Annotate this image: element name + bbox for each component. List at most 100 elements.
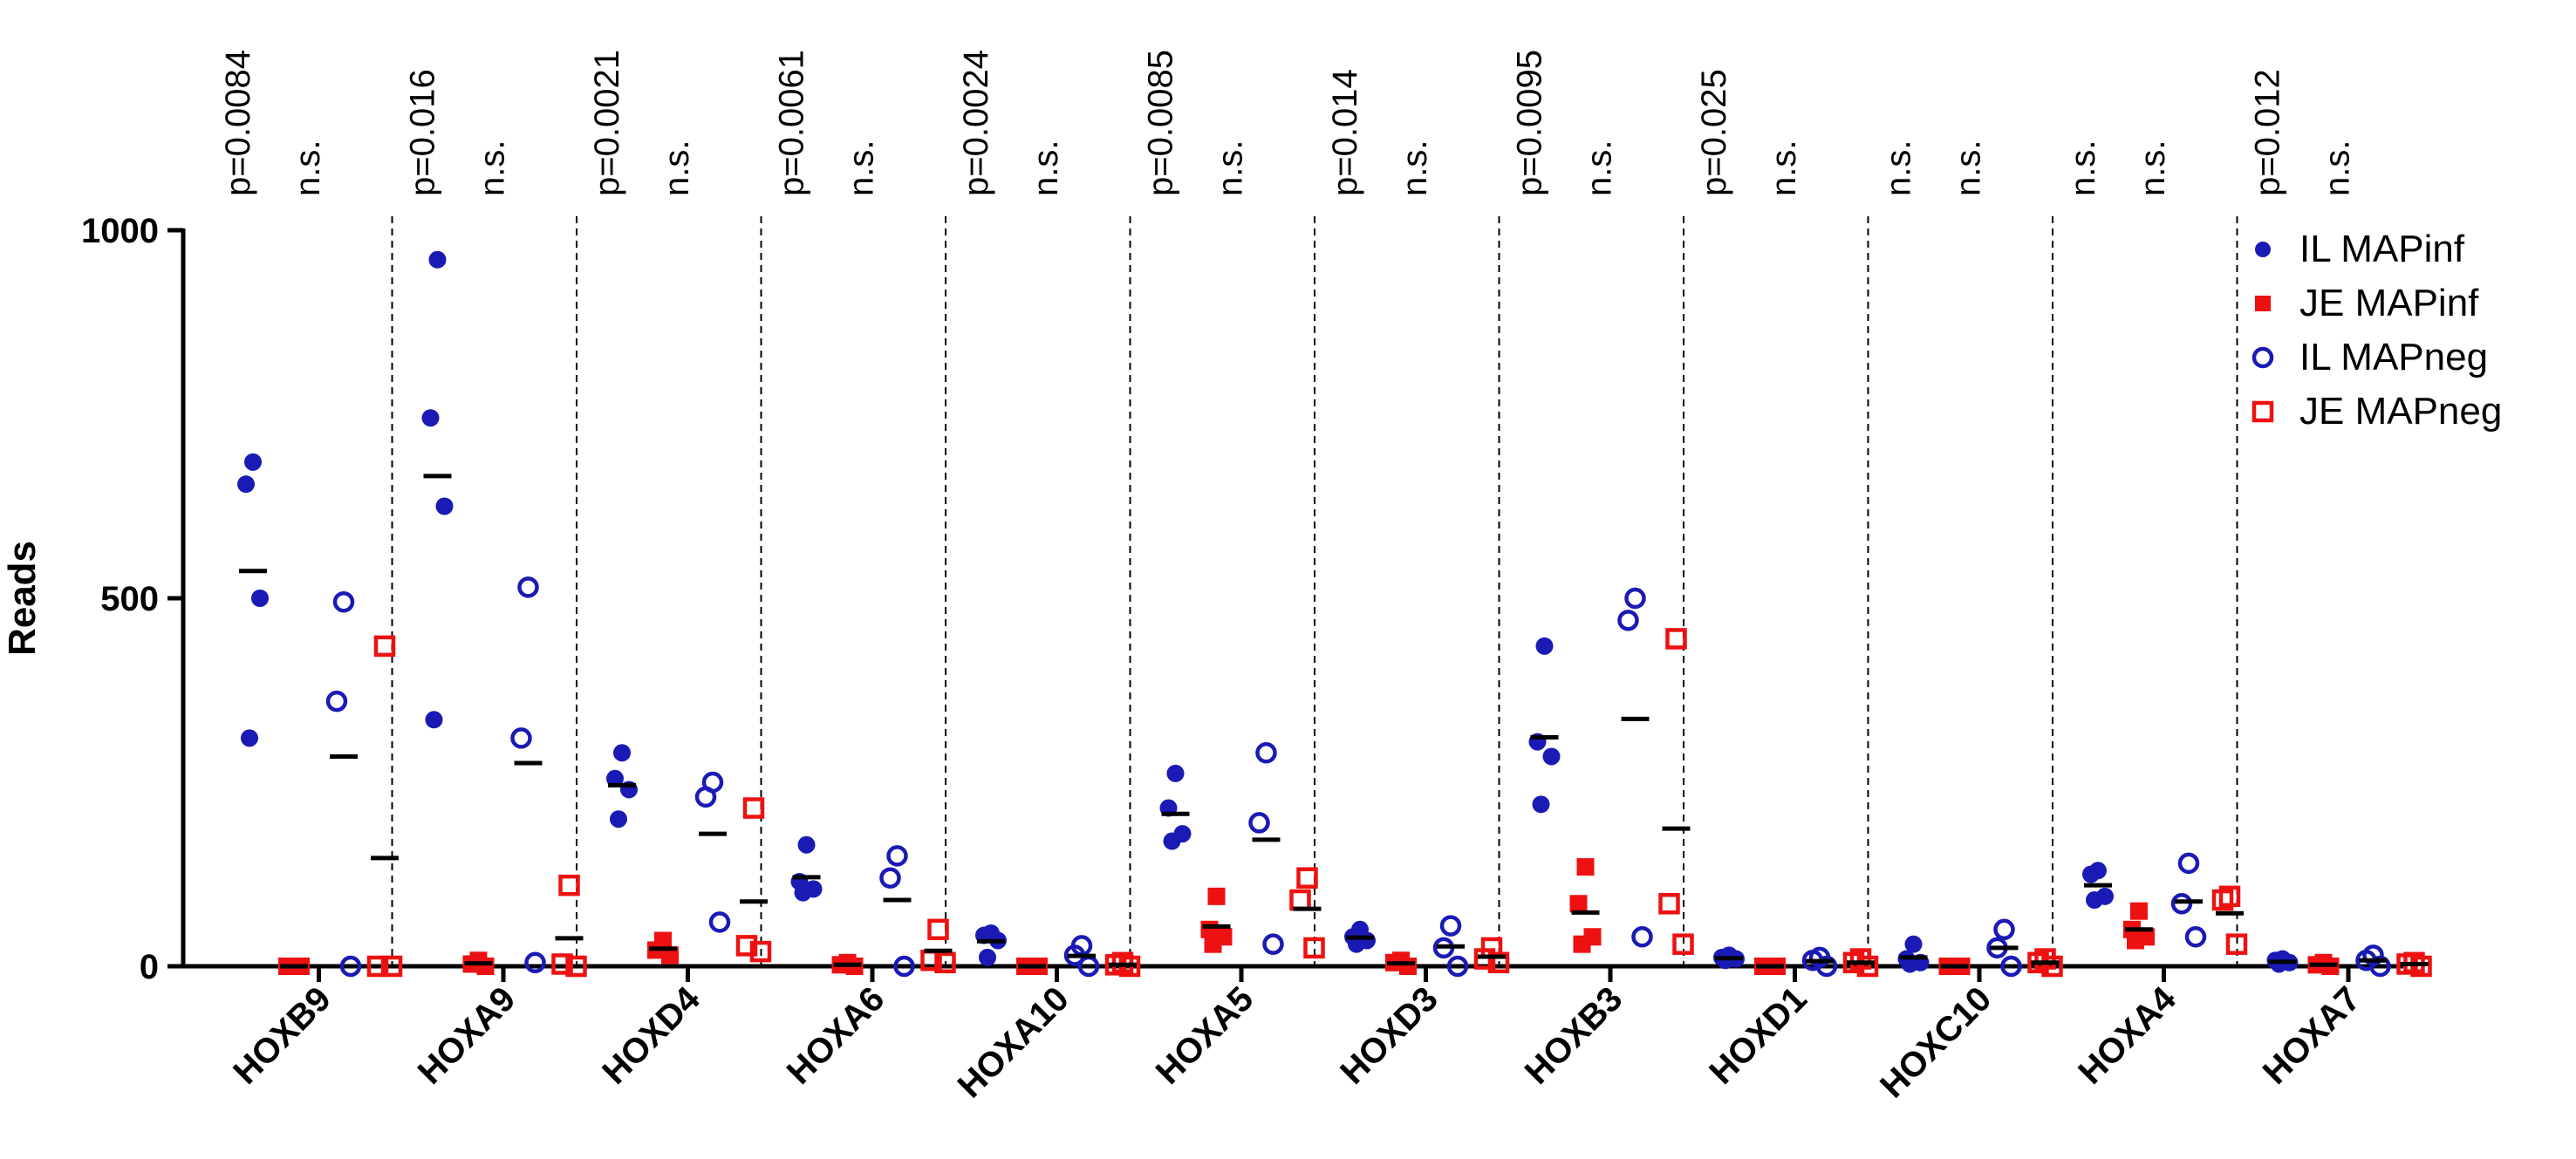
point-il-mapinf [606,769,624,787]
axes: 0 500 1000 Reads [1,212,2403,986]
point-il-mapinf [1166,764,1185,782]
point-il-mapinf [435,497,454,515]
point-il-mapinf [237,475,255,494]
labels: HOXB9 p=0.0084 n.s. HOXA9 p=0.016 n.s. HOXD4 p=… [219,50,2368,1105]
point-il-mapinf [1904,935,1923,953]
point-il-mapinf [797,835,816,854]
point-je-mapneg [742,797,765,819]
point-il-mapinf [1901,955,1919,973]
point-il-mapneg [2369,955,2391,978]
point-il-mapneg [1993,918,2015,941]
p-value-inf: n.s. [2064,140,2102,196]
y-tick-label: 500 [100,580,159,618]
point-il-mapneg [1446,955,1469,978]
point-il-mapneg [1815,955,1838,978]
x-tick-label: HOXA9 [411,979,523,1092]
point-il-mapinf [1535,637,1554,655]
point-je-mapinf [1204,935,1222,953]
point-il-mapneg [893,955,915,978]
point-il-mapinf [241,729,258,747]
point-il-mapinf [1542,747,1561,766]
point-je-mapinf [1569,895,1588,913]
point-je-mapneg [927,918,949,941]
point-il-mapneg [1617,610,1639,631]
x-tick-label: HOXD1 [1702,979,1814,1092]
point-je-mapinf [2130,902,2148,920]
p-value-neg: n.s. [1396,140,1434,196]
point-il-mapneg [332,590,355,613]
point-je-mapneg [735,935,758,957]
point-il-mapinf [794,883,812,902]
point-je-mapinf [661,946,679,965]
p-value-neg: n.s. [1765,140,1803,196]
p-value-neg: n.s. [1581,140,1619,196]
point-il-mapneg [1631,925,1653,948]
legend-label: IL MAPinf [2299,228,2465,270]
y-tick-label: 0 [140,948,159,986]
point-il-mapneg [2184,925,2207,948]
point-il-mapinf [1717,951,1734,970]
legend-label: IL MAPneg [2299,336,2488,378]
p-value-inf: p=0.0021 [588,50,626,196]
legend-label: JE MAPneg [2299,390,2502,433]
point-il-mapneg [1439,915,1462,937]
x-tick-label: HOXB3 [1518,979,1630,1092]
point-il-mapneg [339,955,362,978]
point-je-mapneg [366,955,389,978]
x-tick-label: HOXA5 [1149,979,1261,1092]
point-je-mapneg [1487,951,1510,974]
p-value-inf: p=0.016 [404,69,442,196]
point-je-mapinf [1207,887,1226,905]
legend-marker-je-mapinf [2255,296,2271,311]
point-il-mapinf [421,409,440,427]
x-tick-label: HOXD4 [595,979,707,1092]
point-il-mapneg [2170,893,2193,915]
point-il-mapinf [2086,891,2103,910]
legend-marker-il-mapneg [2251,346,2274,369]
p-value-inf: p=0.0061 [773,50,811,196]
x-tick-label: HOXD3 [1333,979,1445,1092]
point-je-mapneg [2410,955,2432,978]
p-value-neg: n.s. [1027,140,1065,196]
p-value-inf: n.s. [1880,140,1918,196]
point-je-mapneg [1665,628,1687,650]
point-il-mapneg [694,786,717,808]
mean-markers [239,474,2429,969]
point-il-mapinf [1163,832,1181,850]
p-value-neg: n.s. [843,140,881,196]
point-il-mapinf [1532,795,1550,814]
point-je-mapinf [2127,931,2144,950]
legend-marker-je-mapneg [2251,400,2274,423]
point-je-mapneg [1672,933,1694,955]
p-value-neg: n.s. [2319,140,2357,196]
point-il-mapneg [517,576,539,598]
point-je-mapneg [749,940,772,963]
point-je-mapneg [551,953,573,975]
point-il-mapinf [2270,955,2288,973]
p-value-inf: p=0.025 [1695,69,1733,196]
p-value-inf: p=0.0095 [1511,50,1549,196]
p-value-neg: n.s. [1950,140,1988,196]
point-il-mapneg [510,727,532,749]
point-il-mapinf [244,453,262,471]
group-separators [391,216,2238,966]
point-il-mapneg [2177,852,2200,875]
point-je-mapneg [373,635,396,658]
p-value-neg: n.s. [289,140,327,196]
p-value-inf: p=0.0084 [219,50,257,196]
point-je-mapneg [380,955,403,978]
point-je-mapinf [476,958,495,975]
point-il-mapneg [2000,955,2022,978]
p-value-neg: n.s. [1212,140,1250,196]
y-axis-label: Reads [1,541,44,656]
x-tick-label: HOXA6 [780,979,892,1092]
point-je-mapneg [2211,889,2234,911]
point-il-mapneg [524,951,546,974]
point-je-mapneg [1658,893,1680,915]
p-value-inf: p=0.0085 [1142,50,1180,196]
p-value-neg: n.s. [474,140,512,196]
x-tick-label: HOXA10 [951,979,1076,1105]
point-il-mapneg [1248,812,1270,834]
point-il-mapneg [1262,933,1284,955]
